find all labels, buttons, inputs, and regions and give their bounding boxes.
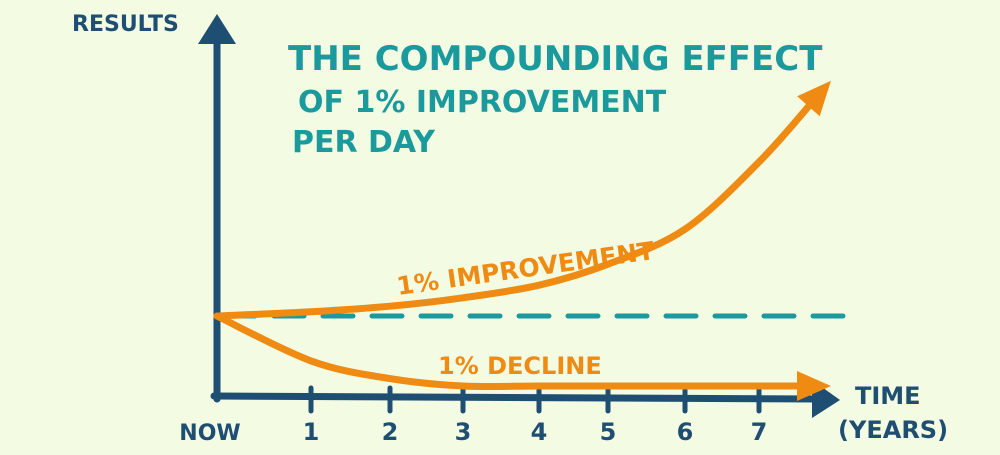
x-tick-label: 5	[600, 418, 617, 446]
x-tick-label: 7	[751, 418, 768, 446]
x-tick-label: 6	[677, 418, 694, 446]
y-axis-arrowhead	[198, 14, 236, 44]
x-axis-line	[210, 392, 822, 403]
y-axis-label: RESULTS	[72, 12, 179, 37]
chart-title: THE COMPOUNDING EFFECT OF 1% IMPROVEMENT…	[288, 39, 823, 160]
chart-title-line-1: THE COMPOUNDING EFFECT	[288, 39, 823, 79]
chart-title-line-3: PER DAY	[292, 125, 436, 160]
x-axis: TIME (YEARS)	[210, 380, 948, 444]
x-tick-label: 4	[531, 418, 548, 446]
series-line-decline	[213, 312, 811, 391]
x-tick-label: 2	[382, 418, 399, 446]
x-axis-ticks: NOW 1 2 3 4 5 6 7	[179, 385, 768, 446]
x-tick-label: 1	[303, 418, 320, 446]
x-tick-label: NOW	[179, 421, 240, 446]
chart-title-line-2: OF 1% IMPROVEMENT	[298, 85, 667, 120]
x-axis-label: TIME	[855, 382, 921, 410]
y-axis: RESULTS	[72, 12, 236, 403]
series-arrowhead-improvement	[797, 80, 831, 117]
x-axis-unit: (YEARS)	[838, 416, 948, 444]
series-line-improvement	[213, 95, 819, 320]
x-tick-label: 3	[455, 418, 472, 446]
series-arrowhead-decline	[797, 371, 831, 401]
series-label-decline: 1% DECLINE	[438, 352, 602, 380]
